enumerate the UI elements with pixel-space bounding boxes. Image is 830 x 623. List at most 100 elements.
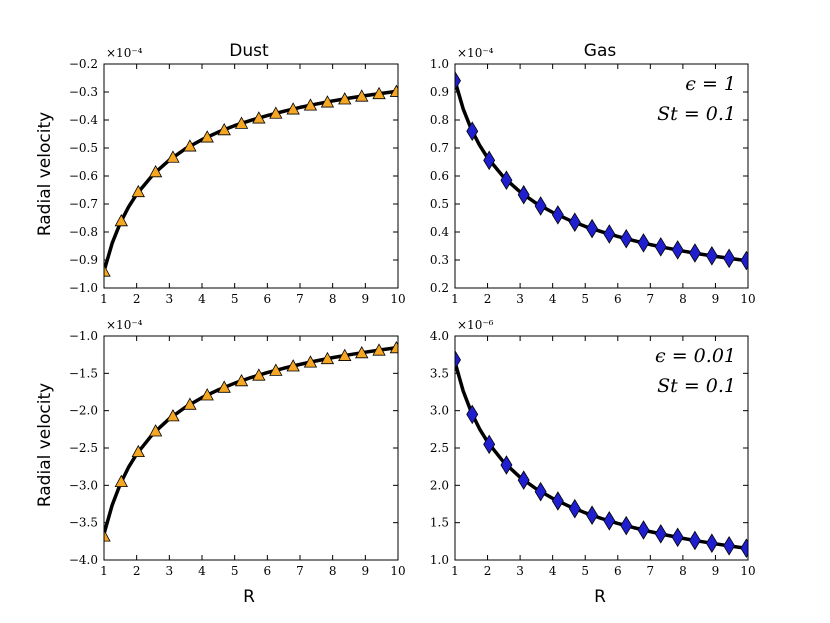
x-tick-label: 4 <box>198 292 206 306</box>
diamond-marker <box>603 511 616 531</box>
panel-bottom-right: 1 2 3 4 5 6 7 8 9 10 1.0 1.5 2.0 2.5 3.0 3.5 4.0 ×10⁻⁶ ϵ =… <box>430 318 756 578</box>
diamond-marker <box>603 224 616 244</box>
diamond-marker <box>534 481 547 502</box>
plot-data <box>455 71 748 271</box>
diamond-marker <box>671 240 684 260</box>
y-tick-label: 0.8 <box>430 113 449 127</box>
diamond-marker <box>455 350 461 370</box>
y-tick-label: 3.0 <box>430 404 449 418</box>
triangle-marker <box>183 139 197 152</box>
x-axis-title-left: R <box>243 587 255 607</box>
panel-top-left: 1 2 3 4 5 6 7 8 9 10 −1.0 −0.9 −0.8 −0.7 −0.6 −0.5 −0.4 −… <box>69 46 406 306</box>
triangle-marker <box>114 213 128 227</box>
x-tick-label: 10 <box>740 292 755 306</box>
triangle-marker <box>166 409 180 422</box>
panel-annotation: ϵ = 0.01 <box>655 345 736 367</box>
x-tick-label: 4 <box>549 292 557 306</box>
y-tick-label: 2.5 <box>430 441 449 455</box>
y-tick-label: −2.5 <box>69 441 98 455</box>
diamond-marker <box>671 527 684 548</box>
y-axis-multiplier: ×10⁻⁴ <box>457 46 494 60</box>
plot-data <box>104 340 398 542</box>
panel-annotation: St = 0.1 <box>657 103 736 125</box>
diamond-marker <box>517 184 530 205</box>
x-tick-label: 5 <box>231 292 239 306</box>
y-tick-label: −1.5 <box>69 366 98 380</box>
triangle-marker <box>320 351 335 365</box>
diamond-marker <box>654 237 667 257</box>
diamond-marker <box>740 538 748 558</box>
diamond-marker <box>705 533 718 553</box>
y-tick-label: −0.2 <box>69 57 98 71</box>
y-tick-label: −3.5 <box>69 516 98 530</box>
triangle-marker <box>217 122 231 136</box>
x-tick-label: 5 <box>581 292 589 306</box>
diamond-marker <box>637 520 650 540</box>
diamond-marker <box>483 150 496 171</box>
x-tick-label: 7 <box>296 564 304 578</box>
x-tick-label: 9 <box>712 292 720 306</box>
plot-data <box>104 84 398 277</box>
diamond-marker <box>466 404 479 425</box>
x-tick-label: 9 <box>712 564 720 578</box>
triangle-marker <box>372 86 386 100</box>
panel-top-right: 1 2 3 4 5 6 7 8 9 10 0.2 0.3 0.4 0.5 0.6 0.7 0.8 0.9 1.0 ×1… <box>430 46 756 306</box>
y-tick-label: 0.2 <box>430 281 449 295</box>
y-tick-label: −0.5 <box>69 141 98 155</box>
y-tick-label: −1.0 <box>69 281 98 295</box>
y-tick-label: 0.7 <box>430 141 449 155</box>
triangle-marker <box>183 397 197 410</box>
triangle-marker <box>286 359 300 372</box>
y-tick-label: 1.0 <box>430 553 449 567</box>
triangle-marker <box>234 373 249 387</box>
y-tick-label: −4.0 <box>69 553 98 567</box>
panel-bottom-left: 1 2 3 4 5 6 7 8 9 10 −4.0 −3.5 −3.0 −2.5 −2.0 −1.5 −1.0 ×… <box>69 318 406 578</box>
x-tick-label: 5 <box>231 564 239 578</box>
triangle-marker <box>234 116 249 129</box>
panel-annotation: ϵ = 1 <box>685 73 736 95</box>
x-tick-label: 3 <box>166 564 174 578</box>
diamond-marker <box>568 498 581 519</box>
x-tick-label: 6 <box>614 564 622 578</box>
diamond-marker <box>551 491 564 511</box>
x-tick-label: 7 <box>296 292 304 306</box>
diamond-marker <box>534 196 547 216</box>
diamond-marker <box>500 170 513 190</box>
diamond-marker <box>466 121 479 141</box>
x-tick-label: 1 <box>451 564 459 578</box>
diamond-marker <box>688 243 701 263</box>
triangle-marker <box>104 529 111 542</box>
panel-annotation: St = 0.1 <box>657 375 736 397</box>
x-tick-label: 6 <box>614 292 622 306</box>
x-tick-label: 1 <box>100 292 108 306</box>
y-tick-label: −0.8 <box>69 225 98 239</box>
diamond-marker <box>586 505 599 525</box>
y-axis-multiplier: ×10⁻⁴ <box>106 46 143 60</box>
x-tick-label: 7 <box>647 292 655 306</box>
triangle-marker <box>355 345 369 359</box>
diamond-marker <box>723 248 736 269</box>
triangle-marker <box>252 111 266 124</box>
x-tick-label: 2 <box>484 292 492 306</box>
diamond-marker <box>551 205 564 225</box>
x-tick-label: 8 <box>329 564 337 578</box>
y-tick-label: −1.0 <box>69 329 98 343</box>
y-tick-label: 0.5 <box>430 197 449 211</box>
x-tick-label: 4 <box>198 564 206 578</box>
y-tick-label: 1.5 <box>430 516 449 530</box>
axes-frame <box>454 335 749 561</box>
x-tick-label: 6 <box>264 564 272 578</box>
y-axis-title-top: Radial velocity <box>35 112 55 236</box>
x-tick-label: 7 <box>647 564 655 578</box>
diamond-marker <box>620 515 633 536</box>
x-tick-label: 4 <box>549 564 557 578</box>
y-tick-label: −0.4 <box>69 113 99 127</box>
diamond-marker <box>586 218 599 239</box>
dust-column-title: Dust <box>229 41 269 61</box>
diamond-marker <box>637 233 650 253</box>
x-tick-label: 2 <box>133 564 141 578</box>
axes-frame <box>103 63 399 289</box>
triangle-marker <box>303 355 318 368</box>
x-tick-label: 8 <box>679 564 687 578</box>
triangle-marker <box>338 92 352 105</box>
